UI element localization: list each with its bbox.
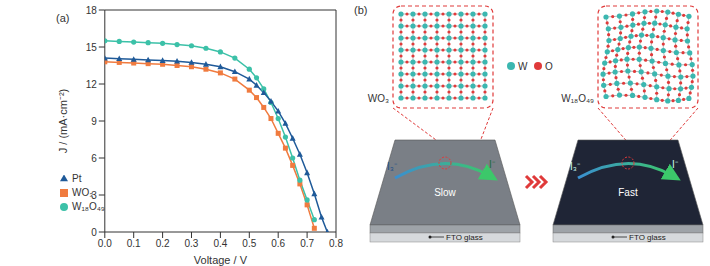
svg-text:Voltage / V: Voltage / V xyxy=(194,254,248,266)
svg-text:15: 15 xyxy=(86,42,98,53)
svg-text:12: 12 xyxy=(86,79,98,90)
svg-text:0.8: 0.8 xyxy=(329,238,343,249)
svg-text:WO₃: WO₃ xyxy=(368,93,389,104)
svg-text:0.1: 0.1 xyxy=(127,238,141,249)
svg-text:0.3: 0.3 xyxy=(185,238,199,249)
svg-text:0.7: 0.7 xyxy=(300,238,314,249)
svg-text:18: 18 xyxy=(86,5,98,16)
svg-text:I⁻: I⁻ xyxy=(489,159,496,170)
svg-text:FTO glass: FTO glass xyxy=(446,233,483,242)
svg-text:J / (mA·cm⁻²): J / (mA·cm⁻²) xyxy=(57,89,69,153)
svg-text:9: 9 xyxy=(91,116,97,127)
svg-text:Slow: Slow xyxy=(434,187,456,198)
svg-text:O: O xyxy=(545,61,553,72)
svg-text:I₃⁻: I₃⁻ xyxy=(387,161,398,172)
svg-text:(b): (b) xyxy=(354,4,367,16)
svg-text:FTO glass: FTO glass xyxy=(629,233,666,242)
svg-text:0: 0 xyxy=(91,227,97,238)
svg-text:W: W xyxy=(518,61,528,72)
svg-text:Fast: Fast xyxy=(618,187,638,198)
svg-text:0.0: 0.0 xyxy=(98,238,112,249)
svg-text:0.5: 0.5 xyxy=(242,238,256,249)
svg-text:0.4: 0.4 xyxy=(213,238,227,249)
svg-text:W₁₈O₄₉: W₁₈O₄₉ xyxy=(561,93,594,104)
svg-text:0.6: 0.6 xyxy=(271,238,285,249)
svg-text:I₃⁻: I₃⁻ xyxy=(570,161,581,172)
svg-text:6: 6 xyxy=(91,153,97,164)
svg-text:0.2: 0.2 xyxy=(156,238,170,249)
svg-text:I⁻: I⁻ xyxy=(672,159,679,170)
svg-text:3: 3 xyxy=(91,190,97,201)
